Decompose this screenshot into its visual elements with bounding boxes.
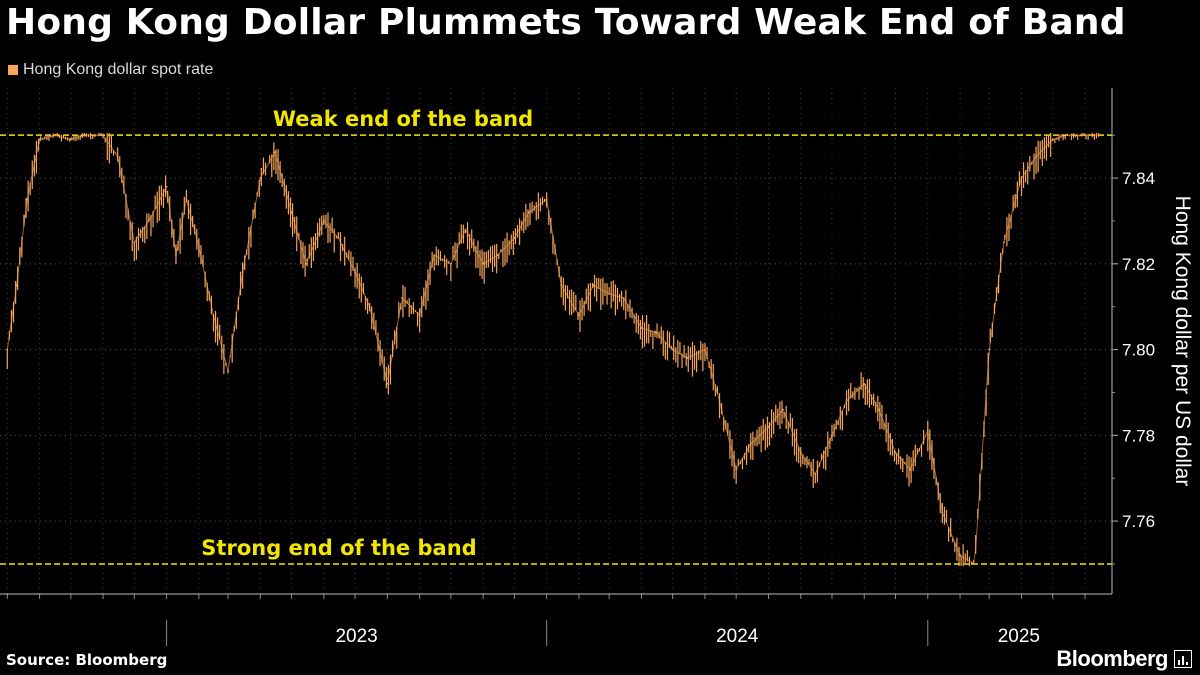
band-label: Weak end of the band — [273, 107, 533, 131]
data-point — [1051, 138, 1054, 141]
data-point — [401, 297, 403, 300]
axes — [0, 88, 1118, 646]
data-point — [1002, 241, 1005, 244]
data-point — [988, 348, 991, 351]
data-point — [212, 314, 215, 317]
data-point — [165, 185, 168, 188]
labels: 7.76 7.78 7.80 7.82 7.84 2023 2024 2025 Weak end… — [201, 107, 1194, 647]
data-point — [671, 348, 674, 351]
data-point — [894, 451, 897, 454]
data-point — [877, 408, 880, 411]
legend-label: Hong Kong dollar spot rate — [23, 61, 214, 78]
data-point — [1020, 177, 1023, 179]
source-note: Source: Bloomberg — [6, 651, 168, 669]
data-point — [175, 254, 177, 257]
data-point — [959, 554, 961, 557]
series-layer — [6, 133, 1101, 567]
data-point — [941, 511, 944, 514]
data-point — [735, 468, 738, 471]
data-point — [418, 314, 421, 317]
brand: Bloomberg — [1056, 646, 1192, 672]
data-point — [227, 370, 229, 372]
data-point — [26, 198, 28, 201]
data-point — [560, 284, 563, 287]
data-point — [337, 237, 340, 239]
data-point — [704, 348, 706, 351]
grid-lines — [0, 88, 1112, 594]
y-tick-label: 7.80 — [1122, 341, 1155, 360]
data-point — [718, 400, 721, 402]
data-point — [38, 138, 41, 141]
data-point — [640, 327, 643, 330]
legend: Hong Kong dollar spot rate — [8, 61, 213, 79]
data-point — [53, 134, 56, 137]
data-point — [863, 382, 866, 385]
y-tick-label: 7.76 — [1122, 512, 1155, 531]
x-tick-label: 2025 — [998, 626, 1040, 647]
band-lines — [0, 134, 1112, 565]
data-point — [464, 228, 467, 231]
data-point — [496, 254, 499, 257]
data-point — [15, 284, 18, 287]
band-label: Strong end of the band — [201, 536, 476, 560]
data-point — [386, 382, 389, 385]
data-point — [6, 348, 9, 351]
data-point — [273, 151, 276, 154]
data-point — [433, 254, 436, 257]
data-point — [622, 297, 625, 300]
data-point — [259, 177, 262, 179]
data-point — [782, 408, 784, 411]
data-point — [767, 425, 770, 428]
data-point — [482, 262, 485, 265]
data-point — [84, 134, 87, 137]
x-tick-label: 2024 — [716, 626, 759, 647]
data-point — [513, 237, 516, 239]
data-point — [749, 443, 752, 445]
data-point — [1066, 134, 1069, 137]
brand-logo: Bloomberg — [1056, 646, 1168, 671]
data-point — [322, 220, 325, 222]
data-point — [133, 241, 136, 244]
data-point — [148, 220, 150, 222]
data-point — [449, 262, 452, 265]
data-point — [578, 314, 580, 317]
data-point — [909, 468, 911, 471]
data-point — [973, 563, 976, 565]
data-point — [831, 434, 833, 437]
x-tick-label: 2023 — [335, 626, 377, 647]
chart-title: Hong Kong Dollar Plummets Toward Weak En… — [6, 2, 1126, 43]
data-point — [368, 305, 371, 308]
data-point — [1035, 155, 1037, 158]
data-point — [354, 271, 356, 274]
data-point — [926, 430, 929, 432]
data-point — [814, 473, 817, 475]
data-point — [1098, 134, 1101, 137]
data-point — [305, 262, 308, 265]
y-axis-title: Hong Kong dollar per US dollar — [1171, 196, 1194, 487]
data-point — [592, 284, 595, 287]
y-tick-label: 7.82 — [1122, 255, 1155, 274]
y-tick-label: 7.84 — [1122, 169, 1155, 188]
data-point — [528, 211, 530, 214]
data-point — [655, 331, 657, 334]
data-point — [102, 134, 104, 137]
data-point — [197, 245, 200, 248]
data-point — [608, 292, 611, 295]
y-tick-label: 7.78 — [1122, 426, 1155, 445]
data-point — [116, 155, 119, 158]
data-point — [185, 198, 188, 201]
data-point — [290, 211, 293, 214]
data-point — [241, 271, 244, 274]
legend-swatch — [8, 65, 18, 75]
data-point — [845, 400, 848, 402]
bloomberg-terminal-icon — [1174, 650, 1192, 668]
data-point — [545, 198, 548, 201]
data-point — [686, 357, 689, 360]
data-point — [69, 138, 72, 141]
data-point — [1084, 134, 1086, 137]
series-line — [6, 134, 1099, 565]
data-point — [799, 451, 802, 454]
